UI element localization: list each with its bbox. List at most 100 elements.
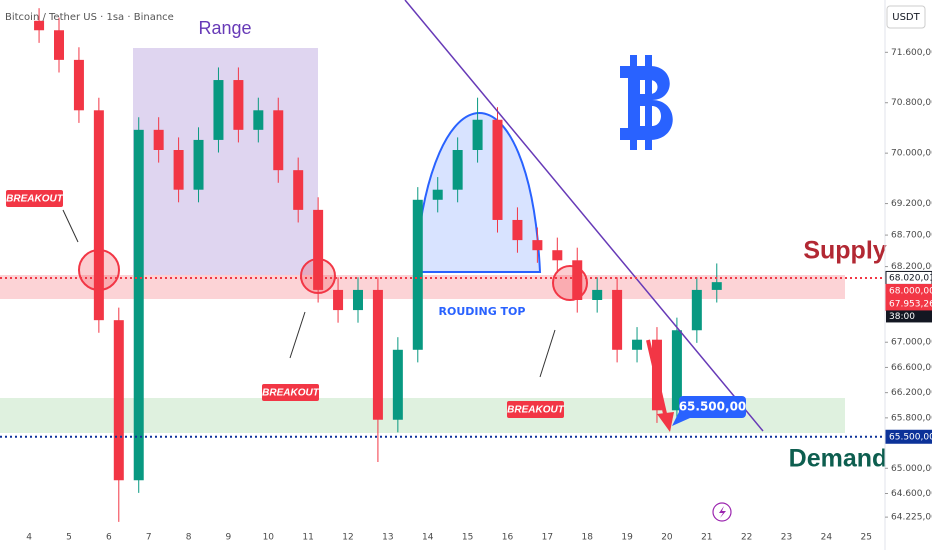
y-tick-label: 71.600,00: [891, 48, 932, 58]
drawings-over: BREAKOUT BREAKOUT BREAKOUT Range ROUDING…: [6, 0, 887, 522]
x-tick-label: 8: [186, 533, 192, 543]
countdown: 38:00: [889, 312, 915, 322]
countdown-box: [886, 310, 932, 323]
candle-body: [253, 110, 264, 130]
y-tick-label: 69.200,00: [891, 199, 932, 209]
candle-body: [173, 150, 184, 190]
candle-body: [313, 209, 324, 290]
candle-body: [392, 349, 403, 420]
x-tick-label: 9: [226, 533, 232, 543]
x-tick-label: 5: [66, 533, 72, 543]
breakout-label: BREAKOUT: [6, 194, 64, 205]
candle-body: [632, 339, 643, 350]
candle-body: [532, 240, 543, 251]
y-tick-label: 68.700,00: [891, 231, 932, 241]
x-tick-label: 14: [422, 533, 434, 543]
candle-body: [352, 289, 363, 311]
x-tick-label: 18: [581, 533, 593, 543]
pointer-line: [539, 329, 556, 378]
y-tick-label: 68.200,00: [891, 262, 932, 272]
currency-box: [886, 5, 926, 29]
currency: USDT: [892, 12, 920, 23]
y-tick-label: 67.000,00: [891, 338, 932, 348]
candle-body: [552, 250, 563, 261]
candle-body: [412, 199, 423, 350]
candle-body: [512, 219, 523, 241]
price-tag: [885, 429, 932, 444]
candle-body: [612, 289, 623, 350]
candle-body: [193, 139, 204, 190]
x-tick-label: 20: [661, 533, 673, 543]
rounding-top-arc: [413, 112, 542, 273]
y-tick-label: 66.600,00: [891, 363, 932, 373]
x-tick-label: 17: [542, 533, 553, 543]
candle-body: [34, 20, 45, 31]
x-tick-label: 7: [146, 533, 152, 543]
candle-body: [711, 282, 722, 290]
x-tick-label: 25: [861, 533, 872, 543]
x-tick-label: 19: [621, 533, 633, 543]
supply-label: Supply: [803, 237, 886, 265]
logo-b: [620, 66, 673, 140]
candle-body: [432, 189, 443, 200]
alert-icon: [712, 502, 732, 522]
trend-line: [404, 0, 764, 432]
candle-body: [333, 289, 344, 311]
alert-bolt: [719, 506, 726, 518]
candle-body: [372, 289, 383, 420]
candle-body: [93, 110, 104, 321]
y-tick-label: 66.200,00: [891, 388, 932, 398]
x-tick-label: 23: [781, 533, 792, 543]
x-tick-label: 12: [342, 533, 353, 543]
x-tick-label: 11: [302, 533, 313, 543]
price-tag-label: 67.953,26: [889, 299, 932, 309]
x-tick-label: 21: [701, 533, 712, 543]
candle-body: [592, 289, 603, 300]
y-tick-label: 64.600,00: [891, 489, 932, 499]
rounding-top-label: ROUDING TOP: [439, 305, 526, 318]
breakout-circle: [78, 249, 120, 291]
x-tick-label: 4: [26, 533, 32, 543]
callout-tail: [672, 412, 690, 426]
x-tick-label: 6: [106, 533, 112, 543]
y-tick-label: 70.800,00: [891, 98, 932, 108]
price-tag-label: 65.500,00: [889, 432, 932, 442]
x-tick-label: 13: [382, 533, 393, 543]
candle-body: [452, 150, 463, 190]
bitcoin-logo: [620, 55, 673, 150]
candle-body: [153, 129, 164, 150]
y-tick-label: 70.000,00: [891, 149, 932, 159]
candle-body: [671, 330, 682, 411]
breakout-box: [507, 401, 564, 418]
breakout-circle: [552, 265, 588, 301]
range-box: [133, 48, 318, 275]
range-label: Range: [198, 18, 251, 38]
candle-body: [691, 289, 702, 331]
breakout-label: BREAKOUT: [507, 405, 565, 416]
candle-body: [273, 110, 284, 171]
x-tick-label: 24: [821, 533, 833, 543]
candle-body: [472, 119, 483, 150]
breakout-circle: [300, 258, 336, 294]
candle-body: [213, 80, 224, 140]
chart-title: Bitcoin / Tether US · 1sa · Binance: [5, 12, 174, 23]
target-label: 65.500,00: [679, 400, 747, 414]
candle-body: [54, 30, 64, 60]
price-tag-label: 68.020,01: [889, 273, 932, 283]
x-tick-label: 22: [741, 533, 752, 543]
x-tick-label: 15: [462, 533, 473, 543]
price-tag-label: 68.000,00: [889, 286, 932, 296]
down-arrow: [646, 339, 668, 419]
candle-body: [293, 170, 304, 210]
breakout-box: [262, 384, 319, 401]
candle-body: [113, 320, 124, 481]
x-tick-label: 16: [502, 533, 514, 543]
candle-body: [572, 260, 583, 300]
breakout-box: [6, 190, 63, 207]
candle-body: [492, 119, 503, 220]
pointer-line: [62, 209, 79, 243]
pointer-line: [289, 311, 306, 359]
